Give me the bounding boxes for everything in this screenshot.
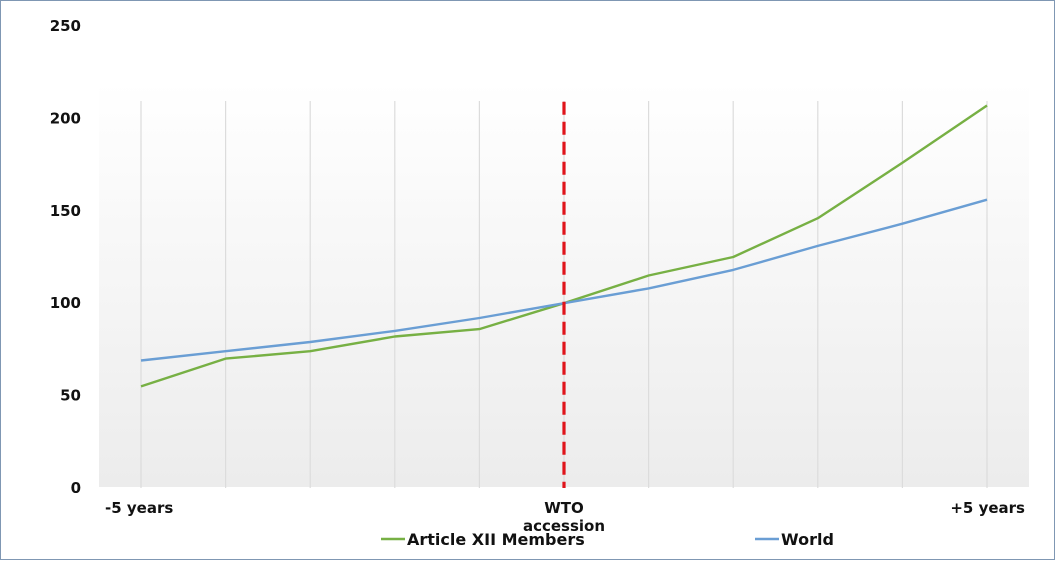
y-tick-label: 0 — [71, 479, 81, 497]
y-tick-label: 100 — [50, 294, 81, 312]
y-tick-label: 250 — [50, 17, 81, 35]
y-tick-label: 50 — [60, 387, 81, 405]
y-tick-label: 200 — [50, 109, 81, 127]
x-tick-label: WTO accession — [523, 499, 605, 535]
legend: Article XII Members World — [381, 530, 834, 549]
x-axis-tick-labels: -5 years WTO accession +5 years — [105, 499, 1025, 535]
legend-label: World — [781, 530, 834, 549]
legend-label: Article XII Members — [407, 530, 585, 549]
x-tick-label: -5 years — [105, 499, 173, 517]
y-tick-label: 150 — [50, 202, 81, 220]
y-axis-tick-labels: 0 50 100 150 200 250 — [50, 17, 81, 497]
gridlines — [140, 101, 988, 488]
x-tick-label: +5 years — [950, 499, 1025, 517]
